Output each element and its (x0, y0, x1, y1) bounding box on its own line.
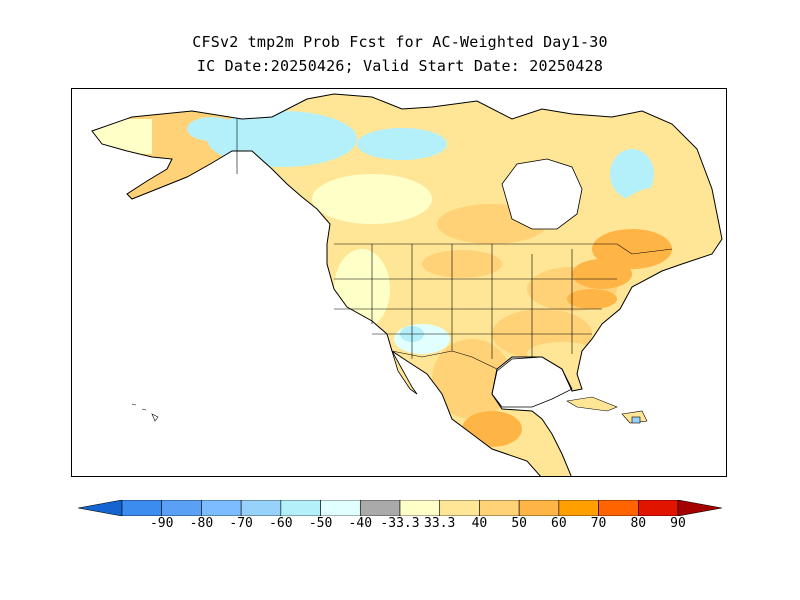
colorbar-tick-label: -70 (229, 516, 253, 531)
colorbar-swatch (439, 500, 480, 516)
chart-subtitle: IC Date:20250426; Valid Start Date: 2025… (196, 57, 604, 75)
hawaii-islands (131, 403, 159, 422)
north-america-map (91, 93, 723, 476)
colorbar-swatch (518, 500, 560, 516)
colorbar-swatch (637, 500, 679, 516)
colorbar-swatch (280, 500, 321, 516)
colorbar-right-arrow (677, 500, 722, 516)
colorbar-tick-label: 80 (630, 516, 647, 531)
baja-california (391, 350, 418, 395)
colorbar-left-arrow (78, 500, 123, 516)
colorbar-tick-label: 33.3 (424, 516, 456, 531)
colorbar-swatch (121, 500, 163, 516)
colorbar-swatch (201, 500, 242, 516)
colorbar-tick-label: 70 (590, 516, 607, 531)
colorbar-tick-label: -60 (269, 516, 293, 531)
colorbar-tick-label: -40 (348, 516, 373, 531)
colorbar-tick-label: -33.3 (380, 516, 420, 531)
colorbar-tick-labels: -90 -80 -70 -60 -50 -40 -33.3 33.3 40 50 60 70 80 90 (0, 516, 800, 536)
colorbar-tick-label: 50 (511, 516, 527, 531)
colorbar-swatch (240, 500, 282, 516)
colorbar-swatch (479, 500, 520, 516)
colorbar (78, 500, 722, 516)
gulf-of-mexico (491, 356, 573, 408)
colorbar-tick-label: -80 (189, 516, 214, 531)
colorbar-swatch (598, 500, 639, 516)
coastline (91, 93, 723, 476)
colorbar-tick-label: -90 (149, 516, 174, 531)
political-borders (236, 119, 673, 370)
colorbar-swatch (399, 500, 441, 516)
chart-title: CFSv2 tmp2m Prob Fcst for AC-Weighted Da… (192, 33, 608, 51)
colorbar-swatch (161, 500, 202, 516)
colorbar-swatch (320, 500, 361, 516)
colorbar-tick-label: 40 (471, 516, 488, 531)
colorbar-tick-label: -50 (308, 516, 333, 531)
colorbar-swatch (558, 500, 599, 516)
colorbar-tick-label: 60 (551, 516, 567, 531)
colorbar-swatch (359, 500, 401, 516)
hudson-bay (501, 158, 583, 230)
map-frame (71, 88, 727, 477)
colorbar-tick-label: 90 (670, 516, 686, 531)
caribbean-islands (566, 396, 648, 424)
